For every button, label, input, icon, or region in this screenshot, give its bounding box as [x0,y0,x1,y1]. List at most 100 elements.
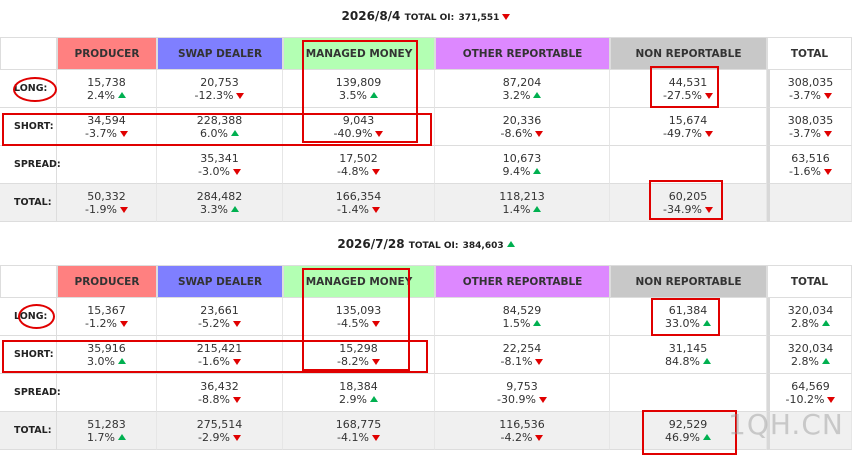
data-cell: 64,569 -10.2% [767,374,852,412]
change-arrow [704,92,713,99]
section-title: 2026/8/4 TOTAL OI: 371,551 [0,9,852,23]
position-value: 9,043 [342,113,375,127]
change-arrow [369,91,378,98]
data-cell: 22,254 -8.1% [435,336,610,374]
change-percent: -3.7% [789,126,821,140]
position-value: 284,482 [196,189,243,203]
data-cell: 36,432 -8.8% [157,374,283,412]
change-line: 1.5% [435,317,609,330]
change-line: -1.6% [157,355,282,368]
change-arrow [117,433,126,440]
position-value: 22,254 [502,341,542,355]
change-arrow [821,319,830,326]
position-value: 168,775 [335,417,382,431]
data-cell: 215,421 -1.6% [157,336,283,374]
data-cell: 10,673 9.4% [435,146,610,184]
position-value: 51,283 [87,417,126,431]
change-arrow [371,168,380,175]
change-arrow [232,396,241,403]
change-percent: 2.9% [339,392,367,406]
change-percent: -4.2% [500,430,533,444]
change-line: -40.9% [283,127,434,140]
change-percent: -3.7% [85,126,117,140]
position-value: 17,502 [339,151,378,165]
change-percent: 33.0% [665,316,700,330]
data-cell: 168,775 -4.1% [283,412,435,450]
change-line: -8.8% [157,393,282,406]
change-percent: 3.0% [87,354,115,368]
change-line: 3.2% [435,89,609,102]
change-percent: 6.0% [200,126,228,140]
change-percent: -1.6% [789,164,821,178]
position-value: 116,536 [499,417,545,431]
change-arrow [232,358,241,365]
change-arrow [375,130,384,137]
change-line: -3.0% [157,165,282,178]
data-cell: 20,336 -8.6% [435,108,610,146]
change-line: -3.7% [770,127,851,140]
data-cell: 15,367 -1.2% [57,298,157,336]
change-line: -8.6% [435,127,609,140]
change-line: 3.3% [157,203,282,216]
position-value: 64,569 [791,379,830,393]
change-percent: -40.9% [333,126,373,140]
change-percent: 3.3% [200,202,228,216]
position-value: 36,432 [200,379,239,393]
data-cell: 308,035 -3.7% [767,108,852,146]
change-percent: -5.2% [198,316,230,330]
change-line: -4.2% [435,431,609,444]
change-percent: -49.7% [663,126,702,140]
change-arrow [538,396,547,403]
change-arrow [236,92,245,99]
column-header: NON REPORTABLE [610,37,767,70]
position-value: 31,145 [668,341,708,355]
change-line: 9.4% [435,165,609,178]
change-line: 46.9% [610,431,766,444]
change-percent: 9.4% [502,164,531,178]
data-cell: 35,916 3.0% [57,336,157,374]
column-header: OTHER REPORTABLE [435,37,610,70]
highlight-box [302,268,410,371]
position-value: 228,388 [196,113,243,127]
change-line: -8.2% [283,355,434,368]
change-percent: -2.9% [198,430,230,444]
change-arrow [827,396,836,403]
change-line: -27.5% [610,89,766,102]
data-cell: 275,514 -2.9% [157,412,283,450]
highlight-circle [13,77,57,102]
oi-label: TOTAL OI: [408,241,459,251]
data-cell: 51,283 1.7% [57,412,157,450]
data-cell: 87,204 3.2% [435,70,610,108]
position-value: 92,529 [668,417,708,431]
position-value: 139,809 [335,75,382,89]
oi-value: 371,551 [458,13,500,23]
change-arrow [533,167,542,174]
position-value: 34,594 [87,113,126,127]
change-arrow [117,91,126,98]
data-cell [57,374,157,412]
change-percent: -30.9% [497,392,536,406]
data-cell: 320,034 2.8% [767,336,852,374]
change-percent: 1.4% [502,202,531,216]
position-value: 308,035 [787,113,834,127]
change-percent: 2.4% [87,88,115,102]
data-cell: 18,384 2.9% [283,374,435,412]
column-header: OTHER REPORTABLE [435,265,610,298]
change-arrow [702,357,711,364]
position-value: 308,035 [787,75,834,89]
change-arrow [371,206,380,213]
data-cell: 63,516 -1.6% [767,146,852,184]
change-line: -4.8% [283,165,434,178]
change-percent: 46.9% [665,430,700,444]
change-line: -30.9% [435,393,609,406]
change-line: -34.9% [610,203,766,216]
data-cell: 284,482 3.3% [157,184,283,222]
row-label: SHORT: [0,336,57,374]
column-header: TOTAL [767,37,852,70]
position-value: 63,516 [791,151,830,165]
position-value: 15,738 [87,75,126,89]
change-percent: 1.5% [502,316,531,330]
change-line: -2.9% [157,431,282,444]
header-blank [0,37,57,70]
change-percent: -10.2% [785,392,825,406]
